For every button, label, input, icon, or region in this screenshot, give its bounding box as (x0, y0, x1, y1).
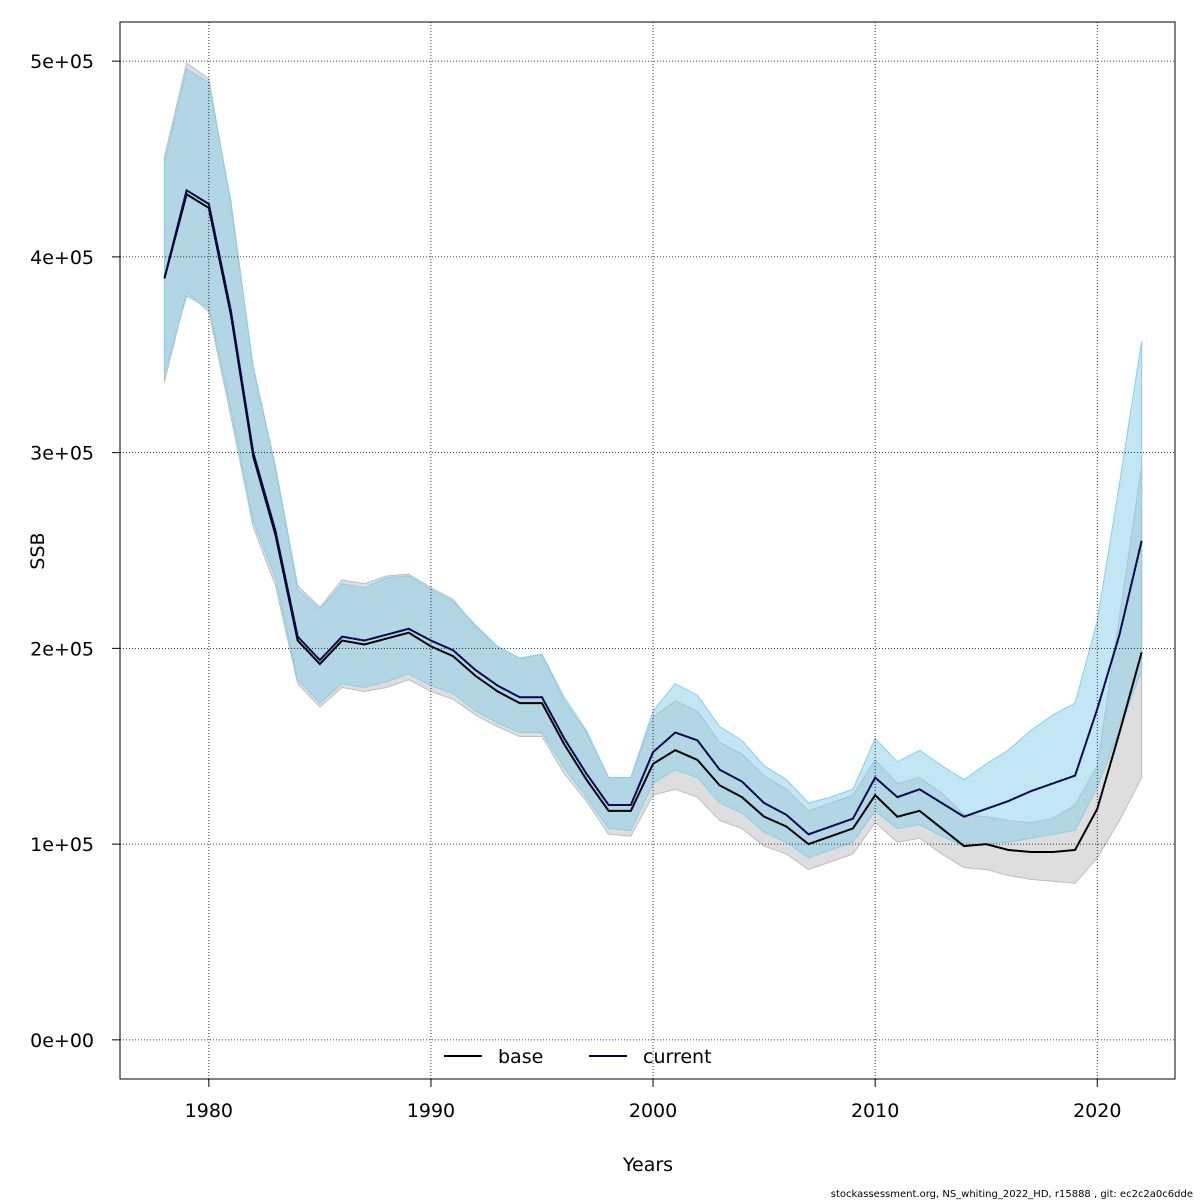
footer-text: stockassessment.org, NS_whiting_2022_HD,… (831, 1189, 1193, 1200)
y-tick-label-2: 2e+05 (30, 638, 94, 660)
band-current (163, 68, 1143, 859)
line-current-overlay (163, 188, 1143, 836)
x-axis-label: Years (622, 1154, 673, 1176)
legend: base current (444, 1046, 712, 1068)
x-axis: 1980 1990 2000 2010 2020 (185, 1079, 1121, 1122)
y-axis: 0e+00 1e+05 2e+05 3e+05 4e+05 5e+05 (30, 51, 120, 1052)
y-tick-label-5: 5e+05 (30, 51, 94, 73)
x-tick-label-2: 2000 (629, 1100, 677, 1122)
y-tick-label-0: 0e+00 (30, 1030, 94, 1052)
y-axis-label: SSB (27, 532, 49, 569)
confidence-bands (163, 62, 1143, 884)
x-tick-label-0: 1980 (185, 1100, 233, 1122)
y-tick-label-4: 4e+05 (30, 247, 94, 269)
legend-base-label: base (498, 1046, 543, 1068)
y-tick-label-1: 1e+05 (30, 834, 94, 856)
x-tick-label-3: 2010 (851, 1100, 899, 1122)
y-tick-label-3: 3e+05 (30, 443, 94, 465)
legend-current-label: current (643, 1046, 712, 1068)
series-lines (163, 188, 1143, 853)
x-tick-label-4: 2020 (1073, 1100, 1121, 1122)
grid (120, 22, 1175, 1079)
line-base (163, 192, 1143, 853)
plot-frame (119, 21, 1176, 1080)
x-tick-label-1: 1990 (407, 1100, 455, 1122)
